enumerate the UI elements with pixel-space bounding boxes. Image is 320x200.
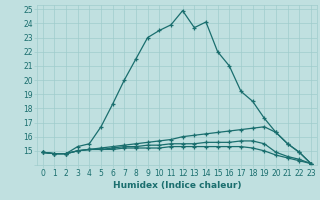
X-axis label: Humidex (Indice chaleur): Humidex (Indice chaleur) [113, 181, 241, 190]
